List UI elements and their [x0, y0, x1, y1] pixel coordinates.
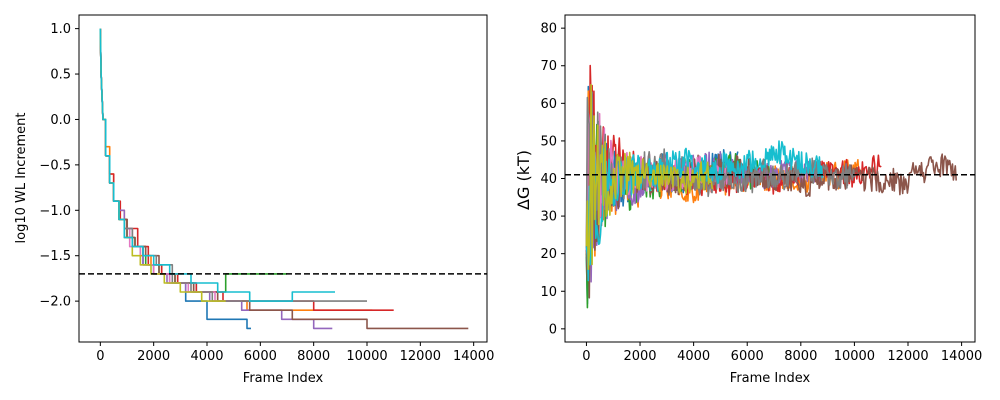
left-series-group [99, 28, 469, 330]
x-tick-label: 2000 [137, 349, 170, 364]
x-tick-label: 6000 [244, 349, 277, 364]
x-tick-label: 10000 [834, 349, 875, 364]
y-tick-label: 0.0 [50, 113, 71, 128]
y-tick-label: 1.0 [50, 22, 71, 37]
right-y-ticks: 0 10 20 30 40 50 60 70 80 [540, 22, 565, 337]
y-tick-label: −0.5 [39, 158, 71, 173]
left-y-axis-label: log10 WL Increment [14, 113, 29, 244]
wl-increment-series-10 [99, 28, 335, 302]
y-tick-label: −2.0 [39, 295, 71, 310]
x-tick-label: 4000 [190, 349, 223, 364]
y-tick-label: 40 [540, 172, 557, 187]
y-tick-label: 80 [540, 22, 557, 37]
delta-g-series-10 [585, 83, 714, 270]
left-x-ticks: 0 2000 4000 6000 8000 10000 12000 14000 [96, 342, 494, 364]
y-tick-label: 60 [540, 97, 557, 112]
left-x-axis-label: Frame Index [243, 371, 324, 386]
x-tick-label: 4000 [677, 349, 710, 364]
y-tick-label: 20 [540, 247, 557, 262]
right-y-axis-label: ΔG (kT) [514, 150, 533, 210]
y-tick-label: −1.5 [39, 249, 71, 264]
right-plot-panel: 0 2000 4000 6000 8000 10000 12000 14000 0 10 20 30… [514, 14, 982, 386]
x-tick-label: 8000 [784, 349, 817, 364]
y-tick-label: 30 [540, 210, 557, 225]
left-plot-panel: 0 2000 4000 6000 8000 10000 12000 14000 1.0 0.5 0… [14, 14, 494, 386]
y-tick-label: −1.0 [39, 204, 71, 219]
x-tick-label: 10000 [346, 349, 387, 364]
x-tick-label: 0 [96, 349, 104, 364]
left-axes-frame [78, 14, 488, 343]
x-tick-label: 6000 [731, 349, 764, 364]
y-tick-label: 0.5 [50, 68, 71, 83]
x-tick-label: 8000 [297, 349, 330, 364]
x-tick-label: 12000 [887, 349, 928, 364]
right-x-ticks: 0 2000 4000 6000 8000 10000 12000 14000 [582, 342, 982, 364]
y-tick-label: 50 [540, 134, 557, 149]
left-y-ticks: 1.0 0.5 0.0 −0.5 −1.0 −1.5 −2.0 [39, 22, 79, 310]
x-tick-label: 14000 [941, 349, 982, 364]
x-tick-label: 12000 [400, 349, 441, 364]
y-tick-label: 70 [540, 59, 557, 74]
right-series-group [585, 64, 957, 309]
right-x-axis-label: Frame Index [730, 371, 811, 386]
x-tick-label: 14000 [453, 349, 494, 364]
x-tick-label: 0 [582, 349, 590, 364]
x-tick-label: 2000 [623, 349, 656, 364]
y-tick-label: 0 [549, 322, 557, 337]
y-tick-label: 10 [540, 285, 557, 300]
